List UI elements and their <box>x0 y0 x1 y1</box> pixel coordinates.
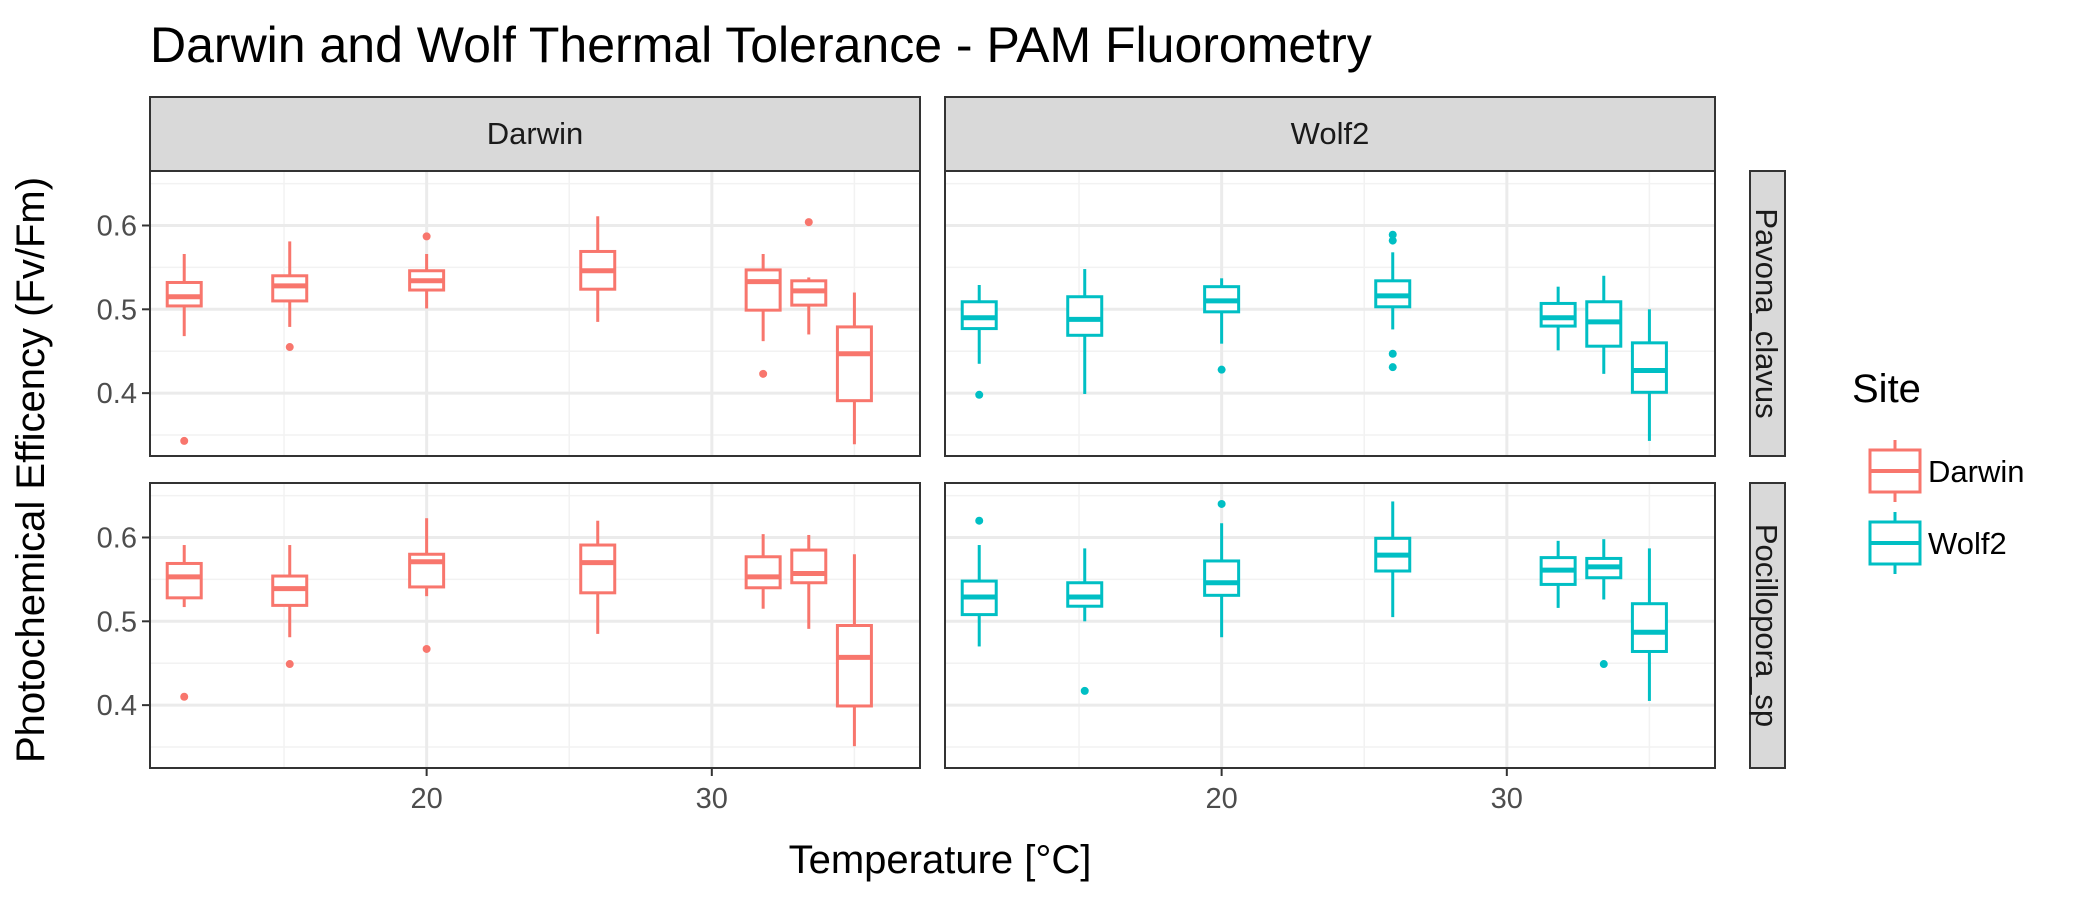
y-tick-label: 0.4 <box>97 690 137 722</box>
y-tick-label: 0.6 <box>97 522 137 554</box>
box-body <box>165 280 203 308</box>
outlier-point <box>1217 499 1226 508</box>
outlier-point <box>180 436 189 445</box>
box-Wolf2-Pavona_clavus-4 <box>1539 286 1577 351</box>
box-Darwin-Pocillopora_sp-3 <box>579 520 617 634</box>
outlier-point <box>1388 230 1397 239</box>
outlier-point <box>1599 660 1608 669</box>
panel-1-1-bg <box>945 483 1715 768</box>
box-body <box>790 548 828 585</box>
outlier-point <box>180 692 189 701</box>
box-Darwin-Pavona_clavus-2 <box>408 232 446 309</box>
outlier-point <box>1388 236 1397 245</box>
box-Wolf2-Pocillopora_sp-6 <box>1630 548 1668 701</box>
box-Darwin-Pavona_clavus-5 <box>790 218 828 335</box>
x-tick-label: 20 <box>410 783 442 815</box>
box-body <box>1066 295 1104 337</box>
box-body <box>1630 341 1668 394</box>
box-body <box>408 552 446 589</box>
panel-0-0-bg <box>150 171 920 456</box>
box-body <box>1203 559 1241 597</box>
box-Darwin-Pavona_clavus-1 <box>271 241 309 352</box>
box-body <box>744 268 782 312</box>
box-Wolf2-Pavona_clavus-2 <box>1203 278 1241 374</box>
panel-0-1-bg <box>150 483 920 768</box>
box-body <box>835 624 873 708</box>
box-Wolf2-Pavona_clavus-0 <box>960 285 998 399</box>
box-body <box>744 555 782 590</box>
facet-strip-row-0 <box>1749 170 1786 457</box>
facet-strip-label-1: Wolf2 <box>1291 116 1370 151</box>
x-tick-label: 30 <box>696 783 728 815</box>
y-tick-label: 0.6 <box>97 210 137 242</box>
box-Darwin-Pavona_clavus-0 <box>165 253 203 445</box>
box-Darwin-Pavona_clavus-4 <box>744 253 782 378</box>
box-body <box>271 274 309 303</box>
box-body <box>1539 301 1577 328</box>
panel-1-1-border <box>944 482 1716 769</box>
box-Wolf2-Pavona_clavus-3 <box>1374 230 1412 372</box>
box-body <box>1630 602 1668 653</box>
outlier-point <box>1388 363 1397 372</box>
legend-title: Site <box>1852 367 1921 411</box>
facet-strip-row-1 <box>1749 482 1786 769</box>
outlier-point <box>1080 686 1089 695</box>
panels-group: Darwin Wolf2 Pavona_clavus Pocillopora_sp 0.… <box>97 96 1786 815</box>
outlier-point <box>975 516 984 525</box>
box-body <box>165 561 203 600</box>
box-body <box>1066 581 1104 608</box>
box-Wolf2-Pocillopora_sp-2 <box>1203 499 1241 638</box>
facet-strip-1 <box>944 96 1716 172</box>
box-Wolf2-Pocillopora_sp-3 <box>1374 501 1412 618</box>
facet-strip-row-label-1: Pocillopora_sp <box>1749 524 1784 727</box>
chart-title: Darwin and Wolf Thermal Tolerance - PAM … <box>150 17 1372 73</box>
outlier-point <box>422 232 431 241</box>
legend: Site Darwin Wolf2 <box>1852 367 2024 574</box>
box-Darwin-Pocillopora_sp-6 <box>835 554 873 747</box>
box-Wolf2-Pavona_clavus-5 <box>1585 275 1623 374</box>
box-Darwin-Pocillopora_sp-0 <box>165 545 203 701</box>
y-tick-label: 0.5 <box>97 606 137 638</box>
outlier-point <box>1217 365 1226 374</box>
box-Darwin-Pocillopora_sp-5 <box>790 534 828 629</box>
y-axis-title: Photochemical Efficency (Fv/Fm) <box>9 177 53 763</box>
outlier-point <box>285 660 294 669</box>
box-Wolf2-Pavona_clavus-1 <box>1066 269 1104 394</box>
box-Wolf2-Pocillopora_sp-1 <box>1066 548 1104 695</box>
legend-label: Wolf2 <box>1928 526 2007 561</box>
box-Wolf2-Pocillopora_sp-5 <box>1585 539 1623 669</box>
box-body <box>835 325 873 403</box>
x-axis-title: Temperature [°C] <box>789 838 1092 882</box>
x-tick-label: 30 <box>1491 783 1523 815</box>
panel-1-0-border <box>944 170 1716 457</box>
outlier-point <box>422 644 431 653</box>
outlier-point <box>1388 349 1397 358</box>
box-body <box>579 543 617 595</box>
box-Darwin-Pavona_clavus-6 <box>835 292 873 445</box>
outlier-point <box>804 218 813 227</box>
facet-strip-row-label-0: Pavona_clavus <box>1749 208 1784 418</box>
outlier-point <box>759 369 768 378</box>
box-Darwin-Pavona_clavus-3 <box>579 216 617 322</box>
legend-entry-Wolf2: Wolf2 <box>1868 512 2007 574</box>
legend-entry-Darwin: Darwin <box>1868 440 2024 502</box>
y-tick-label: 0.4 <box>97 378 137 410</box>
outlier-point <box>975 390 984 399</box>
legend-label: Darwin <box>1928 454 2024 489</box>
box-Darwin-Pocillopora_sp-1 <box>271 545 309 669</box>
box-body <box>960 300 998 331</box>
box-Darwin-Pocillopora_sp-4 <box>744 534 782 609</box>
facet-strip-0 <box>149 96 921 172</box>
box-Wolf2-Pavona_clavus-6 <box>1630 309 1668 441</box>
box-Wolf2-Pocillopora_sp-0 <box>960 516 998 647</box>
panel-0-1-border <box>149 482 921 769</box>
x-tick-label: 20 <box>1205 783 1237 815</box>
outlier-point <box>285 343 294 352</box>
box-Wolf2-Pocillopora_sp-4 <box>1539 540 1577 608</box>
y-tick-label: 0.5 <box>97 294 137 326</box>
facet-strip-label-0: Darwin <box>487 116 583 151</box>
panel-0-0-border <box>149 170 921 457</box>
box-Darwin-Pocillopora_sp-2 <box>408 518 446 653</box>
